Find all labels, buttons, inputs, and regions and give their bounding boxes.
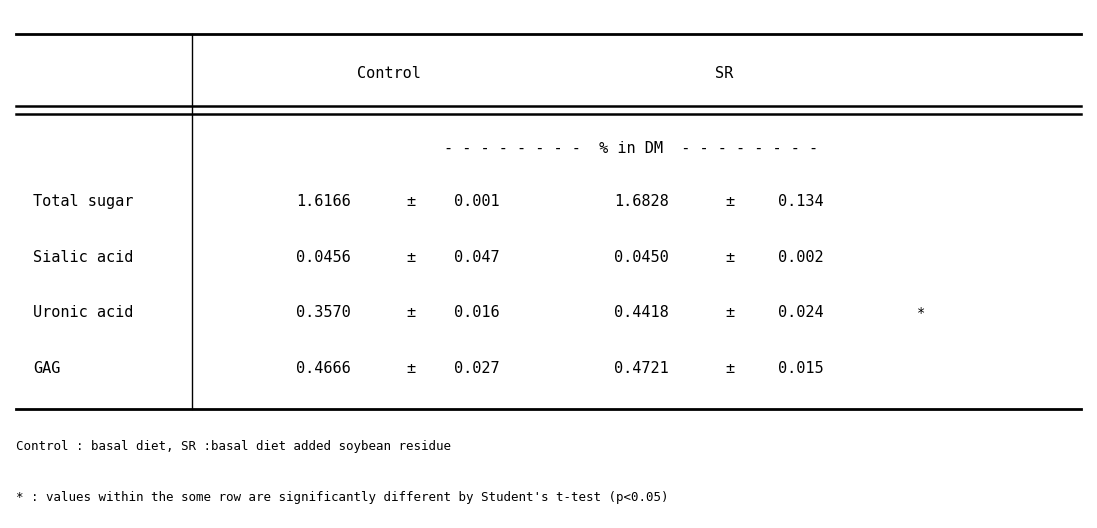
Text: 0.3570: 0.3570 <box>296 305 351 320</box>
Text: 0.4666: 0.4666 <box>296 361 351 375</box>
Text: ±: ± <box>725 250 734 265</box>
Text: 0.024: 0.024 <box>778 305 824 320</box>
Text: ±: ± <box>725 361 734 375</box>
Text: 0.015: 0.015 <box>778 361 824 375</box>
Text: 0.0456: 0.0456 <box>296 250 351 265</box>
Text: 0.4721: 0.4721 <box>614 361 669 375</box>
Text: Uronic acid: Uronic acid <box>33 305 133 320</box>
Text: ±: ± <box>407 250 416 265</box>
Text: GAG: GAG <box>33 361 60 375</box>
Text: Control: Control <box>358 67 421 81</box>
Text: ±: ± <box>407 361 416 375</box>
Text: 0.0450: 0.0450 <box>614 250 669 265</box>
Text: Control : basal diet, SR :basal diet added soybean residue: Control : basal diet, SR :basal diet add… <box>16 440 452 452</box>
Text: Total sugar: Total sugar <box>33 194 133 209</box>
Text: ±: ± <box>725 305 734 320</box>
Text: Sialic acid: Sialic acid <box>33 250 133 265</box>
Text: - - - - - - - -  % in DM  - - - - - - - -: - - - - - - - - % in DM - - - - - - - - <box>443 142 818 156</box>
Text: ±: ± <box>725 194 734 209</box>
Text: 0.002: 0.002 <box>778 250 824 265</box>
Text: 0.027: 0.027 <box>454 361 500 375</box>
Text: 0.016: 0.016 <box>454 305 500 320</box>
Text: ±: ± <box>407 194 416 209</box>
Text: 1.6166: 1.6166 <box>296 194 351 209</box>
Text: 0.134: 0.134 <box>778 194 824 209</box>
Text: 0.4418: 0.4418 <box>614 305 669 320</box>
Text: 1.6828: 1.6828 <box>614 194 669 209</box>
Text: SR: SR <box>715 67 733 81</box>
Text: *: * <box>917 306 926 319</box>
Text: ±: ± <box>407 305 416 320</box>
Text: 0.001: 0.001 <box>454 194 500 209</box>
Text: * : values within the some row are significantly different by Student's t-test (: * : values within the some row are signi… <box>16 491 669 504</box>
Text: 0.047: 0.047 <box>454 250 500 265</box>
